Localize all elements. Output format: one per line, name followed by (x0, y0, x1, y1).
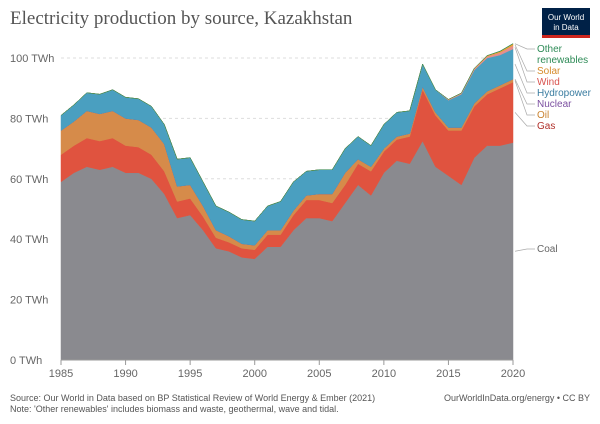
y-tick-label: 40 TWh (10, 234, 48, 246)
footer: Source: Our World in Data based on BP St… (10, 393, 590, 415)
legend-label-gas: Gas (537, 121, 555, 132)
x-tick-label: 2010 (372, 368, 396, 380)
y-tick-label: 60 TWh (10, 174, 48, 186)
legend-connector-nuclear (515, 79, 535, 104)
license-link[interactable]: OurWorldInData.org/energy • CC BY (444, 393, 590, 404)
x-tick-label: 2015 (436, 368, 460, 380)
x-tick-label: 2000 (242, 368, 266, 380)
x-tick-label: 1985 (49, 368, 73, 380)
y-tick-label: 80 TWh (10, 113, 48, 125)
x-tick-label: 2005 (307, 368, 331, 380)
legend-connector-wind (515, 47, 535, 82)
legend-label-hydropower: Hydropower (537, 88, 592, 99)
y-tick-label: 100 TWh (10, 53, 54, 65)
legend-label-solar: Solar (537, 66, 561, 77)
x-tick-label: 2020 (501, 368, 525, 380)
legend-label-coal: Coal (537, 244, 558, 255)
legend-label-oil: Oil (537, 110, 549, 121)
y-tick-label: 20 TWh (10, 295, 48, 307)
legend-connector-gas (515, 112, 535, 126)
legend-label-nuclear: Nuclear (537, 99, 572, 110)
x-tick-label: 1995 (178, 368, 202, 380)
area-coal (61, 141, 513, 360)
legend-label-other-renewables: renewables (537, 55, 588, 66)
legend-connector-other-renewables (515, 44, 535, 49)
legend-connector-coal (515, 249, 535, 251)
footnote: Note: 'Other renewables' includes biomas… (10, 404, 590, 415)
x-tick-label: 1990 (113, 368, 137, 380)
legend-label-other-renewables: Other (537, 44, 563, 55)
y-tick-label: 0 TWh (10, 355, 42, 367)
legend-label-wind: Wind (537, 77, 560, 88)
